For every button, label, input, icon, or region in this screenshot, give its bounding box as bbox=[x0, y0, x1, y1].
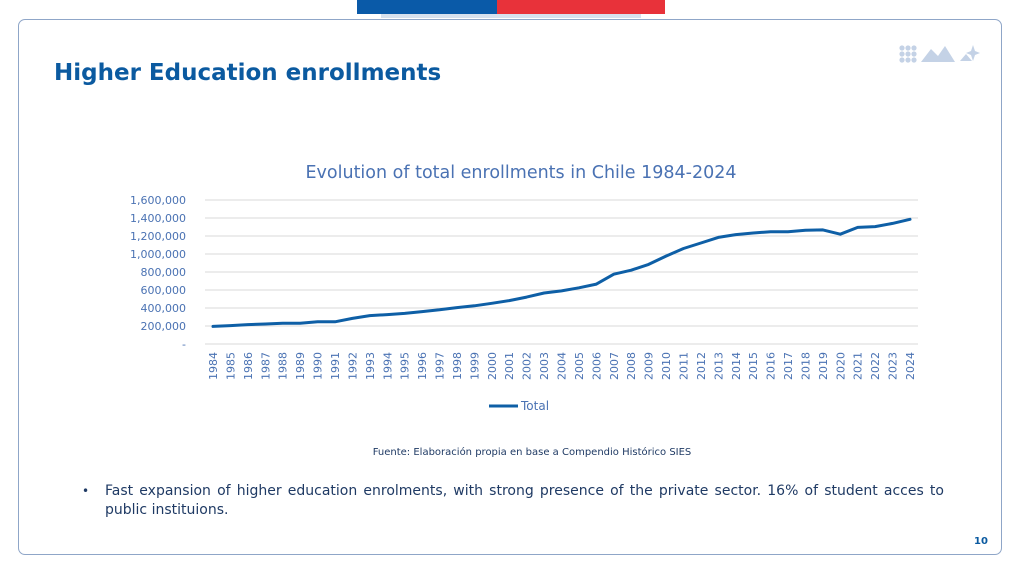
x-tick-label: 1999 bbox=[468, 352, 481, 380]
x-tick-label: 2024 bbox=[904, 352, 917, 380]
chart-series bbox=[211, 217, 912, 328]
x-tick-label: 1989 bbox=[294, 352, 307, 380]
x-tick-label: 1996 bbox=[416, 352, 429, 380]
bullet-item: Fast expansion of higher education enrol… bbox=[80, 482, 944, 520]
x-tick-label: 2002 bbox=[521, 352, 534, 380]
x-tick-label: 2021 bbox=[852, 352, 865, 380]
x-tick-label: 2020 bbox=[834, 352, 847, 380]
x-tick-label: 2009 bbox=[643, 352, 656, 380]
legend-label: Total bbox=[520, 399, 549, 413]
x-tick-label: 1992 bbox=[346, 352, 359, 380]
x-tick-label: 2003 bbox=[538, 352, 551, 380]
x-tick-label: 2011 bbox=[677, 352, 690, 380]
x-tick-label: 1985 bbox=[224, 352, 237, 380]
x-tick-label: 1997 bbox=[434, 352, 447, 380]
x-tick-label: 2013 bbox=[712, 352, 725, 380]
slide-title: Higher Education enrollments bbox=[54, 60, 442, 86]
x-tick-label: 2010 bbox=[660, 352, 673, 380]
x-tick-label: 2004 bbox=[556, 352, 569, 380]
x-tick-label: 1993 bbox=[364, 352, 377, 380]
x-tick-label: 2018 bbox=[799, 352, 812, 380]
y-axis-tick-labels: - 200,000 400,000 600,000 800,000 1,000,000 1,… bbox=[130, 194, 186, 351]
x-tick-label: 1995 bbox=[399, 352, 412, 380]
chart-legend: Total bbox=[489, 399, 549, 413]
series-line-total bbox=[211, 217, 912, 328]
y-tick-label: 600,000 bbox=[141, 284, 187, 297]
slide-card bbox=[18, 19, 1002, 555]
x-tick-label: 2015 bbox=[747, 352, 760, 380]
y-tick-label: 200,000 bbox=[141, 320, 187, 333]
x-tick-label: 2016 bbox=[765, 352, 778, 380]
x-tick-label: 1986 bbox=[242, 352, 255, 380]
x-tick-label: 1984 bbox=[207, 352, 220, 380]
y-tick-label: 1,600,000 bbox=[130, 194, 186, 207]
x-tick-label: 1991 bbox=[329, 352, 342, 380]
x-tick-label: 1990 bbox=[312, 352, 325, 380]
x-tick-label: 1998 bbox=[451, 352, 464, 380]
x-tick-label: 2006 bbox=[590, 352, 603, 380]
chart-title: Evolution of total enrollments in Chile … bbox=[306, 163, 737, 183]
x-axis-tick-labels: 1984 1985 1986 1987 1988 1989 1990 1991 1992 1993… bbox=[207, 352, 917, 380]
x-tick-label: 1994 bbox=[381, 352, 394, 380]
x-tick-label: 2001 bbox=[503, 352, 516, 380]
x-tick-label: 1987 bbox=[259, 352, 272, 380]
x-tick-label: 2023 bbox=[887, 352, 900, 380]
x-tick-label: 1988 bbox=[277, 352, 290, 380]
x-tick-label: 2005 bbox=[573, 352, 586, 380]
dots-mountains-star-logo-icon bbox=[899, 45, 980, 63]
y-tick-label: 1,000,000 bbox=[130, 248, 186, 261]
y-tick-label: 1,400,000 bbox=[130, 212, 186, 225]
y-tick-label: 800,000 bbox=[141, 266, 187, 279]
x-tick-label: 2000 bbox=[486, 352, 499, 380]
y-tick-label: 1,200,000 bbox=[130, 230, 186, 243]
x-tick-label: 2017 bbox=[782, 352, 795, 380]
top-bar-underline bbox=[381, 14, 641, 18]
source-note: Fuente: Elaboración propia en base a Com… bbox=[372, 447, 692, 458]
x-tick-label: 2019 bbox=[817, 352, 830, 380]
x-tick-label: 2012 bbox=[695, 352, 708, 380]
y-tick-label: 400,000 bbox=[141, 302, 187, 315]
y-tick-label: - bbox=[182, 338, 186, 351]
page-number: 10 bbox=[974, 536, 988, 547]
top-bar-blue bbox=[357, 0, 497, 14]
x-tick-label: 2007 bbox=[608, 352, 621, 380]
x-tick-label: 2014 bbox=[730, 352, 743, 380]
top-bar-red bbox=[497, 0, 665, 14]
x-tick-label: 2022 bbox=[869, 352, 882, 380]
x-tick-label: 2008 bbox=[625, 352, 638, 380]
bullet-list: Fast expansion of higher education enrol… bbox=[80, 482, 944, 520]
